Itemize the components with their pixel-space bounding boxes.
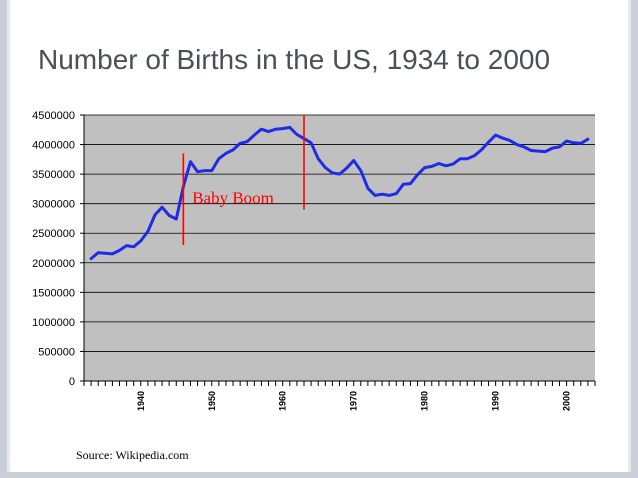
slide-border-left: [0, 0, 7, 478]
x-tick-label: 1940: [136, 391, 146, 411]
slide-border-right: [631, 0, 638, 478]
slide-border-left-inner: [7, 0, 10, 478]
baby-boom-label: Baby Boom: [192, 189, 274, 208]
slide-border-bottom: [0, 472, 638, 478]
source-caption: Source: Wikipedia.com: [76, 448, 189, 462]
y-tick-label: 2500000: [32, 228, 75, 240]
slide-border-right-inner: [628, 0, 631, 478]
y-tick-label: 1500000: [32, 287, 75, 299]
x-tick-label: 1980: [420, 391, 430, 411]
y-tick-label: 0: [69, 376, 75, 388]
y-tick-label: 3500000: [32, 169, 75, 181]
plot-area: [84, 115, 595, 381]
y-tick-label: 4500000: [32, 110, 75, 122]
slide-title: Number of Births in the US, 1934 to 2000: [38, 44, 551, 75]
y-tick-label: 2000000: [32, 258, 75, 270]
births-series-line: [89, 125, 590, 261]
y-tick-label: 500000: [38, 346, 75, 358]
x-tick-label: 1970: [349, 391, 359, 411]
y-tick-label: 1000000: [32, 317, 75, 329]
x-tick-label: 1950: [207, 391, 217, 411]
y-tick-label: 3000000: [32, 199, 75, 211]
y-tick-label: 4000000: [32, 140, 75, 152]
x-tick-label: 1990: [491, 391, 501, 411]
x-tick-label: 1960: [278, 391, 288, 411]
x-tick-label: 2000: [562, 391, 572, 411]
